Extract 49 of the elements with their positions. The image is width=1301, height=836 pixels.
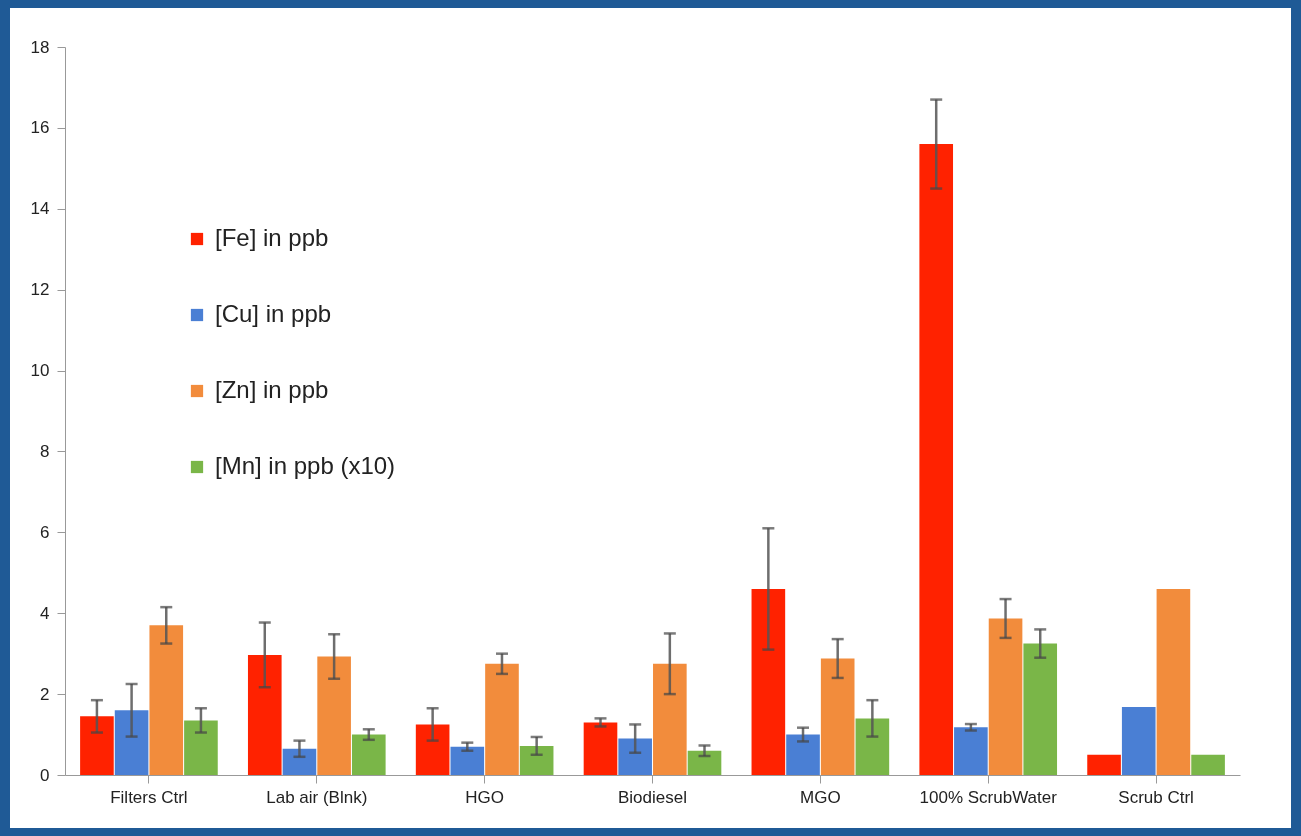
bar (618, 738, 652, 775)
bar (687, 750, 722, 775)
x-tick-label: HGO (465, 787, 505, 807)
bar (415, 724, 450, 775)
y-tick-label: 8 (40, 441, 50, 461)
bar (247, 654, 282, 775)
bar (1121, 707, 1156, 775)
x-tick-label: Scrub Ctrl (1118, 787, 1194, 807)
bar (1156, 588, 1191, 775)
bar (954, 727, 988, 775)
y-tick-label: 0 (40, 765, 50, 785)
bar (1023, 643, 1058, 775)
bar (80, 716, 114, 775)
bar (583, 722, 618, 775)
bar (820, 658, 855, 775)
x-tick-label: MGO (800, 787, 841, 807)
bar (450, 746, 485, 775)
y-tick-label: 2 (40, 684, 50, 704)
bar (184, 720, 218, 775)
bar (919, 144, 954, 775)
bar (855, 718, 890, 775)
bar (1191, 754, 1225, 775)
bar (114, 710, 149, 775)
bar (1087, 754, 1121, 775)
bar (317, 656, 351, 775)
x-tick-label: Biodiesel (618, 787, 687, 807)
x-tick-label: 100% ScrubWater (919, 787, 1058, 807)
y-tick-label: 14 (30, 199, 50, 219)
x-tick-label: Lab air (Blnk) (266, 787, 368, 807)
bar (519, 745, 554, 775)
legend-label: [Zn] in ppb (215, 376, 329, 403)
y-tick-label: 6 (40, 522, 50, 542)
legend-label: [Mn] in ppb (x10) (215, 452, 396, 479)
y-tick-label: 4 (40, 603, 50, 623)
y-tick-label: 18 (30, 37, 50, 57)
y-tick-label: 10 (30, 361, 50, 381)
y-tick-label: 16 (30, 118, 50, 138)
bar (351, 734, 386, 775)
legend-label: [Fe] in ppb (215, 224, 329, 251)
y-tick-label: 12 (30, 280, 50, 300)
bar (653, 663, 687, 775)
bar (485, 663, 519, 775)
bar (751, 588, 786, 775)
bar (149, 625, 184, 775)
legend-label: [Cu] in ppb (215, 300, 332, 327)
bar (282, 748, 317, 775)
bar (988, 618, 1023, 775)
x-tick-label: Filters Ctrl (110, 787, 188, 807)
bar (786, 734, 820, 775)
